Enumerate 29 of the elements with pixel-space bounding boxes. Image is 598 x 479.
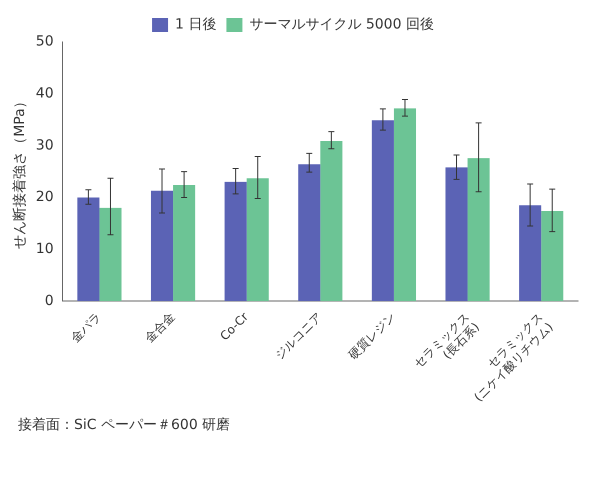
bar [445,167,468,302]
x-tick-label: ジルコニア [272,310,325,362]
y-tick-label: 50 [36,34,54,50]
y-tick-label: 40 [36,85,54,102]
bar [77,197,100,302]
y-tick-label: 10 [36,240,54,257]
y-tick-label: 0 [44,292,54,309]
y-tick-label: 30 [36,137,54,154]
y-tick-label: 20 [36,189,54,206]
bar [173,185,196,302]
x-tick-label: セラミックス (長石系) [411,310,482,370]
bar [541,210,564,302]
bar [468,158,490,302]
bar [150,190,174,302]
bar [320,140,342,302]
legend-label: 1 日後 [175,16,216,33]
bar [99,208,122,302]
x-tick-label: 金合金 [142,310,178,346]
x-tick-label: 金パラ [68,310,104,346]
text: 接着面：SiC ペーパー＃600 研磨 [18,416,232,434]
y-axis-title: せん断接着強さ（MPa） [12,94,28,249]
bar [224,182,247,302]
bar [394,108,416,302]
legend-label: サーマルサイクル 5000 回後 [249,16,434,33]
bar [519,205,542,302]
x-tick-label: 硬質レジン [346,310,398,362]
bar [298,164,320,302]
bar [372,120,394,302]
bar [246,178,269,302]
